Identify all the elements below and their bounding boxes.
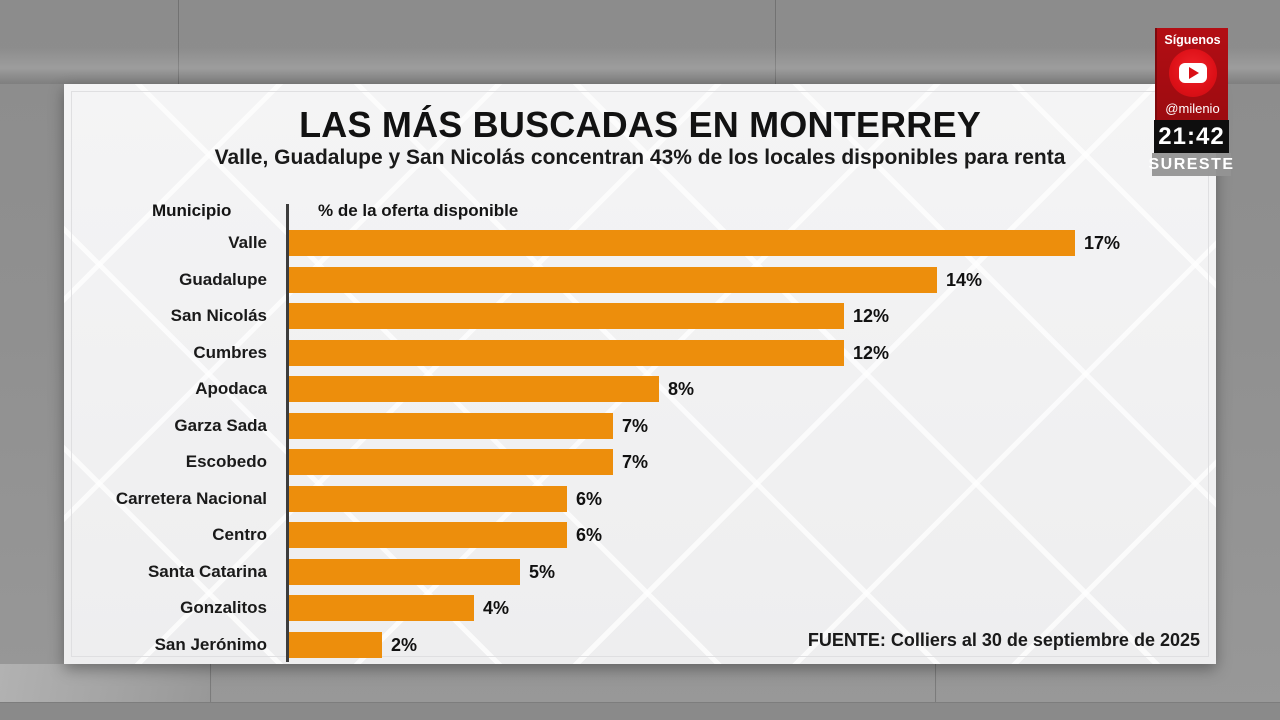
- bar: [289, 376, 659, 403]
- youtube-follow-badge: Síguenos @milenio: [1155, 28, 1228, 120]
- chart-subtitle: Valle, Guadalupe y San Nicolás concentra…: [214, 146, 1066, 169]
- bar-row: San Jerónimo 2%: [64, 632, 1216, 669]
- category-label: Escobedo: [185, 452, 267, 472]
- wall-panel: [0, 664, 210, 706]
- bar-row: Carretera Nacional 6%: [64, 485, 1216, 523]
- bar: [289, 230, 1075, 256]
- category-label: Cumbres: [193, 342, 267, 362]
- category-label: Centro: [212, 525, 267, 545]
- column-header-municipio: Municipio: [152, 201, 232, 220]
- bar: [289, 266, 937, 293]
- bar: [289, 449, 613, 476]
- bar: [289, 485, 567, 512]
- infographic-card: LAS MÁS BUSCADAS EN MONTERREY Valle, Gua…: [64, 84, 1216, 664]
- y-axis-line: [286, 204, 289, 662]
- category-label: Gonzalitos: [180, 598, 267, 618]
- category-label: Apodaca: [195, 379, 267, 399]
- channel-handle: @milenio: [1165, 101, 1220, 116]
- value-label: 5%: [529, 561, 556, 582]
- bar-row: Santa Catarina 5%: [64, 558, 1216, 596]
- value-label: 6%: [576, 488, 603, 509]
- value-label: 4%: [483, 598, 510, 619]
- bar: [289, 595, 474, 622]
- value-label: 7%: [622, 452, 649, 473]
- bar-row: Valle 17%: [64, 230, 1216, 267]
- value-label: 7%: [622, 415, 649, 436]
- value-label: 6%: [576, 525, 603, 546]
- bar: [289, 632, 382, 659]
- bar-row: Garza Sada 7%: [64, 412, 1216, 450]
- category-label: San Jerónimo: [154, 635, 267, 655]
- bar-row: Centro 6%: [64, 522, 1216, 559]
- category-label: Garza Sada: [174, 415, 267, 435]
- category-label: Guadalupe: [179, 269, 267, 289]
- follow-label: Síguenos: [1164, 33, 1221, 47]
- play-triangle-icon: [1188, 67, 1199, 79]
- category-label: Santa Catarina: [147, 561, 267, 581]
- value-label: 12%: [853, 306, 890, 327]
- youtube-play-icon: [1178, 63, 1207, 83]
- bar-row: Gonzalitos 4%: [64, 595, 1216, 632]
- bar-row: San Nicolás 12%: [64, 303, 1216, 340]
- chart-title: LAS MÁS BUSCADAS EN MONTERREY: [299, 104, 981, 145]
- bar-rows: Valle 17% Guadalupe 14% San Nicolás 12% Cumbre…: [64, 230, 1216, 669]
- category-label: San Nicolás: [170, 306, 267, 326]
- channel-overlay: Síguenos @milenio 21:42 SURESTE: [1148, 28, 1233, 176]
- bar: [289, 522, 567, 549]
- bar: [289, 303, 844, 330]
- bar-row: Guadalupe 14%: [64, 266, 1216, 304]
- value-label: 17%: [1084, 233, 1121, 253]
- column-header-oferta: % de la oferta disponible: [318, 201, 519, 220]
- bar-row: Apodaca 8%: [64, 376, 1216, 413]
- bar: [289, 339, 844, 366]
- wall-floor-strip: [0, 702, 1280, 720]
- bar-row: Cumbres 12%: [64, 339, 1216, 377]
- wall-panel-seam: [178, 0, 180, 84]
- youtube-icon: [1168, 49, 1217, 97]
- category-label: Valle: [228, 233, 267, 252]
- wall-panel-seam: [775, 0, 777, 84]
- value-label: 14%: [946, 269, 983, 290]
- category-label: Carretera Nacional: [115, 488, 267, 508]
- bar: [289, 558, 520, 585]
- wall-panel-seam: [210, 664, 212, 720]
- bar: [289, 412, 613, 439]
- region-label: SURESTE: [1148, 153, 1233, 176]
- source-caption: FUENTE: Colliers al 30 de septiembre de …: [807, 630, 1200, 650]
- clock: 21:42: [1154, 120, 1229, 153]
- value-label: 8%: [668, 379, 695, 400]
- wall-panel-seam: [935, 664, 937, 720]
- wall-highlight: [0, 48, 1280, 84]
- value-label: 12%: [853, 342, 890, 363]
- bar-row: Escobedo 7%: [64, 449, 1216, 486]
- value-label: 2%: [391, 635, 418, 656]
